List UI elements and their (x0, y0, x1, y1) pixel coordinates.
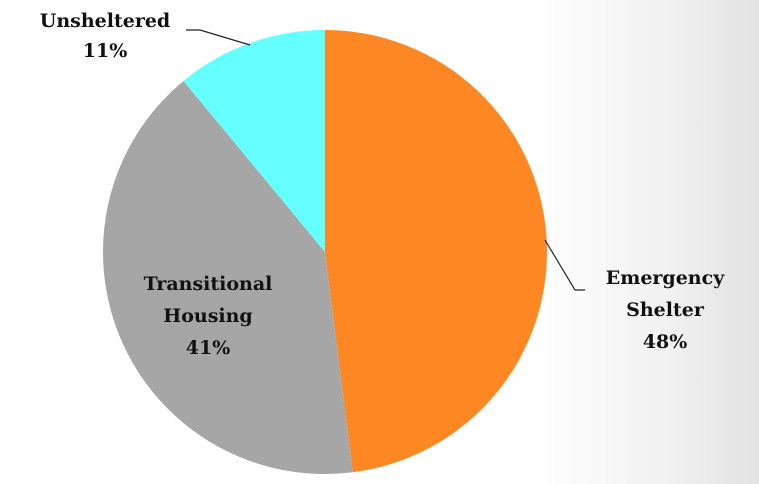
pie-slice (325, 30, 547, 473)
category-label: Unsheltered (39, 10, 171, 32)
category-label: Transitional Housing (143, 273, 273, 327)
pie-slice (183, 30, 325, 252)
slice-label: Unsheltered 11% (5, 6, 205, 66)
leader-line (544, 239, 585, 291)
category-label: Emergency Shelter (605, 267, 725, 321)
value-label: 41% (185, 337, 231, 359)
slice-label: Transitional Housing 41% (113, 268, 303, 364)
slice-label: Emergency Shelter 48% (590, 262, 740, 358)
value-label: 11% (82, 40, 128, 62)
pie-slice (103, 80, 353, 475)
leader-line (186, 29, 251, 46)
value-label: 48% (642, 331, 688, 353)
